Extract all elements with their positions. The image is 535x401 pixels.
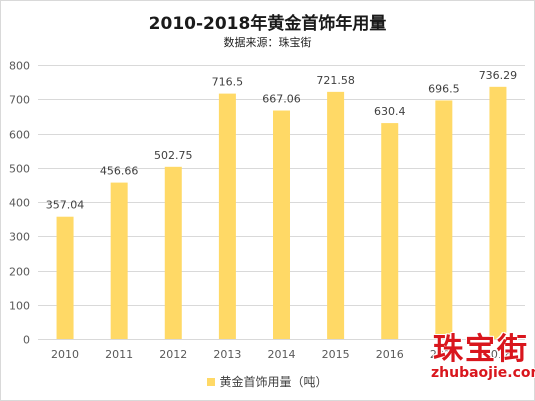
bar: [164, 166, 182, 339]
y-tick-label: 300: [9, 231, 30, 244]
watermark-logo: 珠宝街 zhubaojie.com: [431, 332, 535, 381]
bar: [327, 91, 345, 339]
y-tick-label: 200: [9, 266, 30, 279]
legend: 黄金首饰用量（吨）: [1, 373, 534, 390]
x-tick-label: 2010: [51, 348, 79, 361]
data-label: 630.4: [374, 105, 406, 118]
x-tick-label: 2011: [105, 348, 133, 361]
x-tick-label: 2013: [213, 348, 241, 361]
data-label: 721.58: [316, 74, 355, 87]
bar: [56, 216, 74, 339]
data-label: 716.5: [212, 76, 244, 89]
data-label: 696.5: [428, 82, 460, 95]
legend-swatch: [207, 377, 216, 386]
legend-label: 黄金首饰用量（吨）: [219, 375, 328, 389]
y-tick-label: 700: [9, 94, 30, 107]
data-label: 357.04: [46, 199, 85, 212]
x-tick-label: 2014: [268, 348, 296, 361]
bar: [489, 86, 507, 339]
data-label: 736.29: [479, 69, 518, 82]
x-tick-label: 2018: [484, 348, 512, 361]
y-tick-label: 400: [9, 197, 30, 210]
y-tick-label: 500: [9, 163, 30, 176]
bar: [381, 123, 399, 339]
y-tick-label: 600: [9, 129, 30, 142]
x-tick-label: 2015: [322, 348, 350, 361]
data-label: 502.75: [154, 149, 193, 162]
bar: [273, 110, 290, 339]
watermark-url-text: zhubaojie.com: [431, 365, 535, 381]
bar: [435, 100, 453, 339]
x-tick-label: 2012: [159, 348, 187, 361]
bar: [110, 182, 128, 339]
y-tick-label: 0: [23, 334, 30, 347]
y-tick-label: 100: [9, 300, 30, 313]
x-tick-label: 2017: [430, 348, 458, 361]
bar: [218, 93, 236, 339]
data-label: 667.06: [262, 93, 301, 106]
chart-title: 2010-2018年黄金首饰年用量: [148, 14, 387, 34]
watermark-main-text: 珠宝街: [433, 332, 529, 367]
chart-subtitle: 数据来源：珠宝街: [223, 36, 312, 49]
data-label: 456.66: [100, 165, 139, 178]
x-tick-label: 2016: [376, 348, 404, 361]
y-tick-label: 800: [9, 60, 30, 73]
